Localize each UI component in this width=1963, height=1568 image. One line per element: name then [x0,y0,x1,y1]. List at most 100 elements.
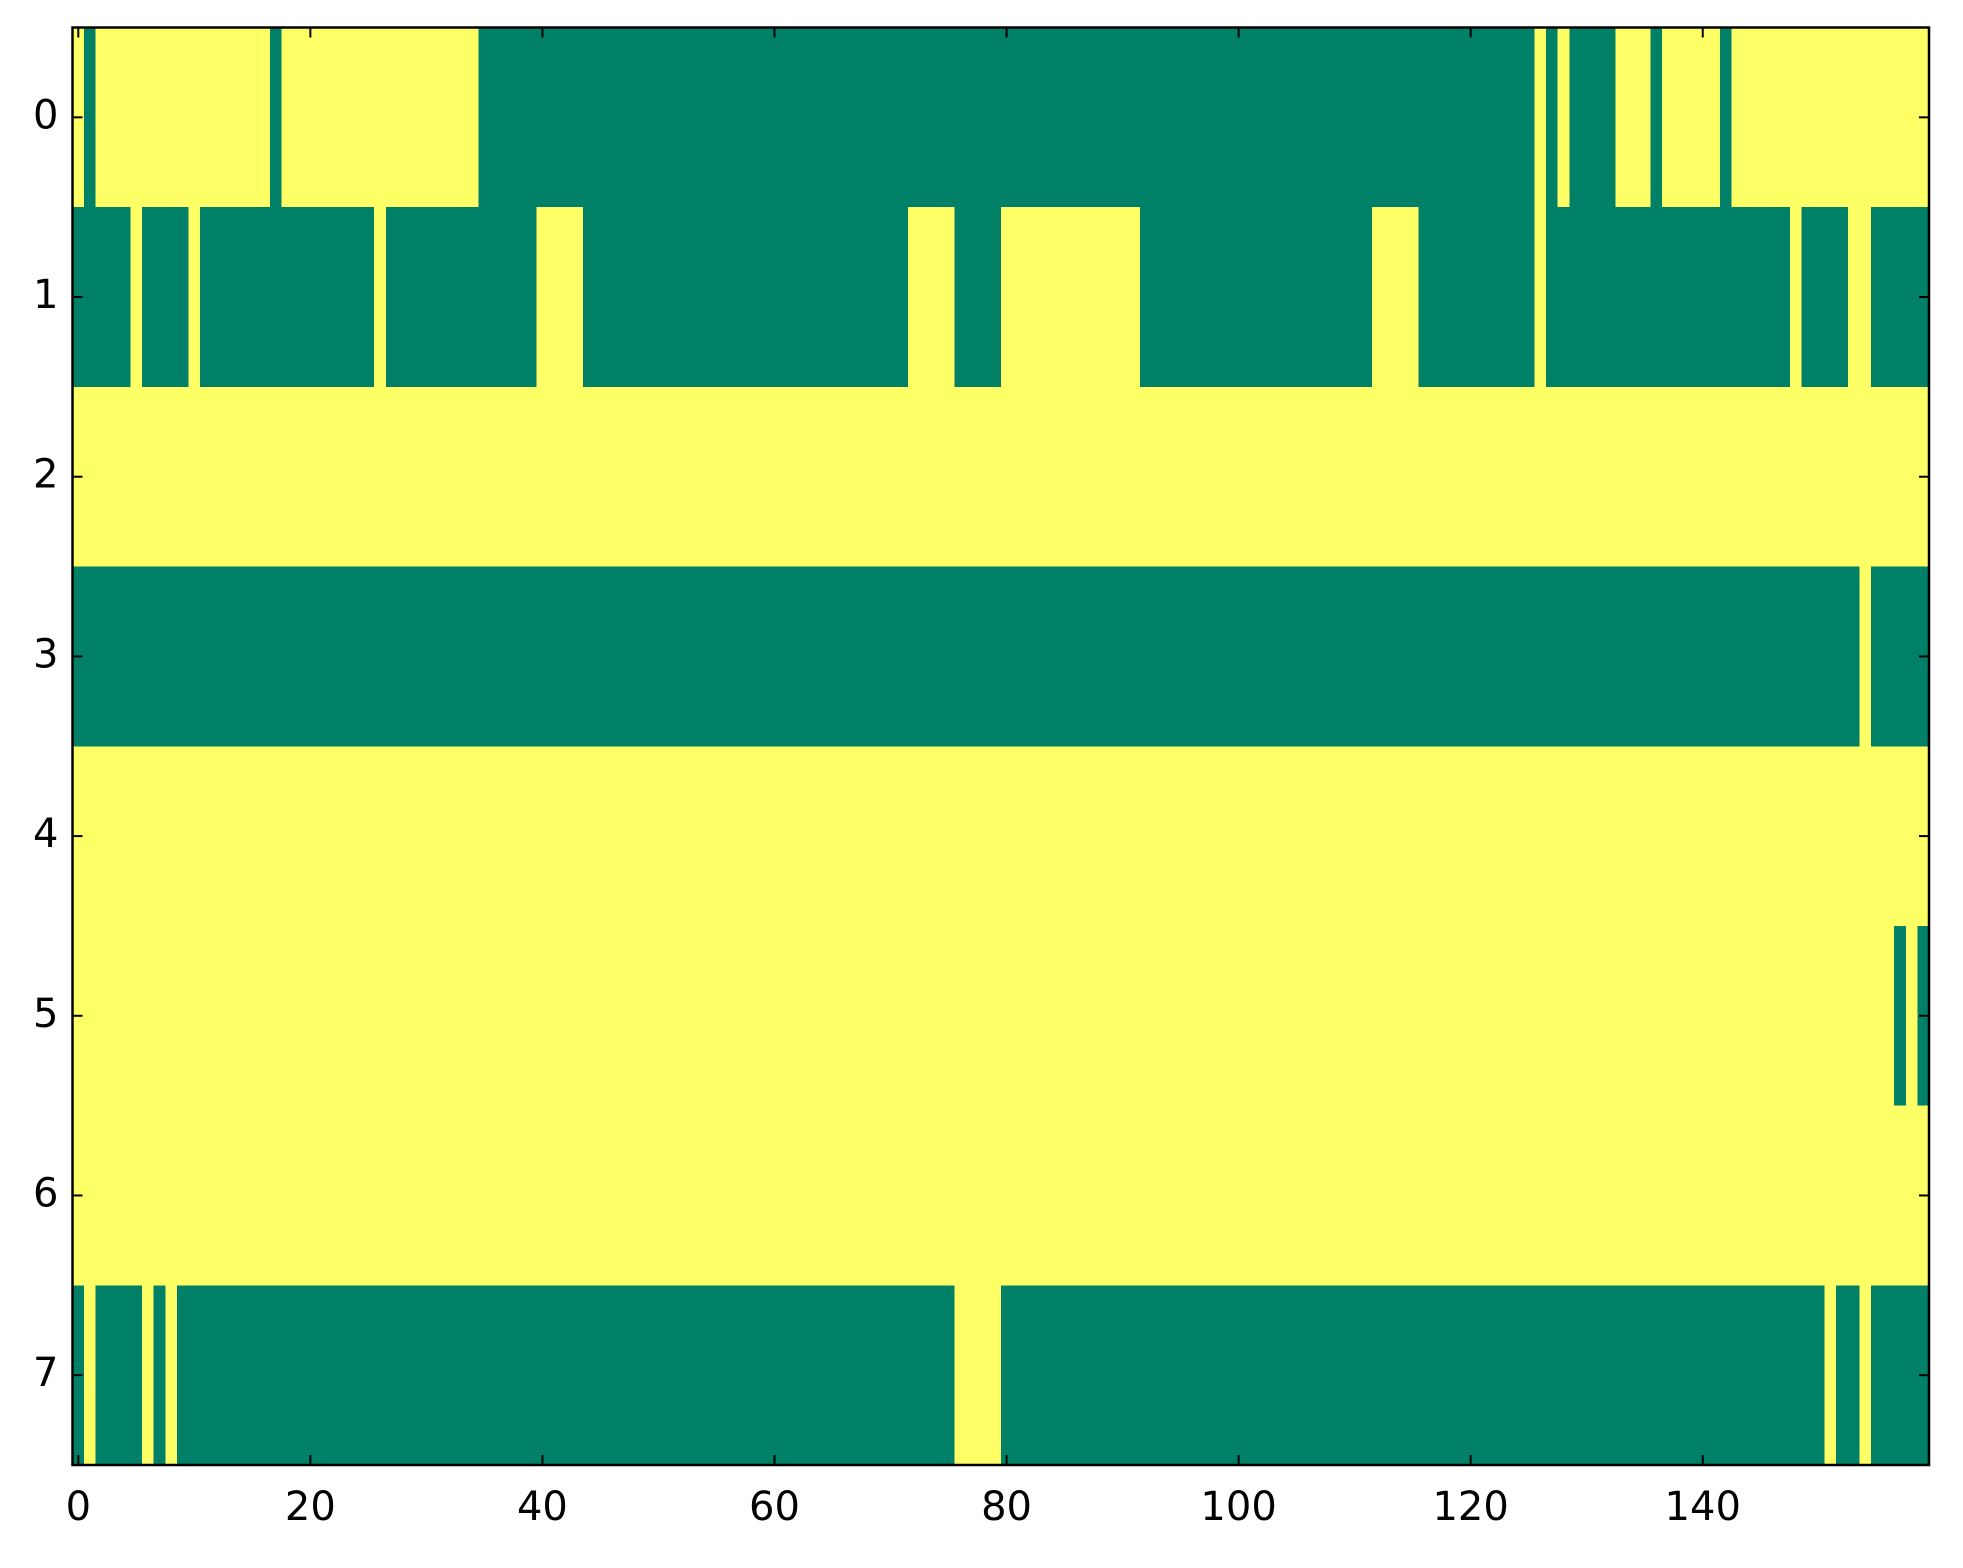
cell [525,566,538,747]
cell [1128,207,1141,388]
cell [362,207,375,388]
cell [455,925,468,1107]
cell [594,386,607,568]
cell [1662,386,1675,568]
cell [1430,386,1443,568]
cell [571,566,584,747]
cell [617,925,630,1107]
cell [571,1285,584,1466]
cell [594,566,607,747]
cell [652,1285,665,1466]
cell [1696,566,1710,747]
cell [884,207,897,388]
cell [1882,566,1895,747]
cell [1592,27,1605,208]
cell [374,386,387,568]
cell [1789,1105,1802,1286]
cell [1662,1285,1675,1466]
cell [1859,207,1872,388]
cell [304,925,317,1107]
cell [1070,207,1083,388]
cell [1372,925,1385,1107]
cell [849,925,863,1107]
cell [1789,27,1802,208]
cell [838,207,851,388]
cell [1580,566,1594,747]
cell [339,925,352,1107]
cell [815,386,828,568]
cell [1615,566,1628,747]
cell [1290,27,1303,208]
cell [907,566,921,747]
cell [467,746,480,927]
cell [211,1105,224,1286]
cell [1812,566,1826,747]
cell [1244,207,1257,388]
cell [1105,207,1118,388]
cell [1789,566,1802,747]
cell [1232,925,1245,1107]
cell [826,566,839,747]
cell [1128,746,1141,927]
cell [1627,27,1640,208]
cell [757,925,770,1107]
cell [200,1285,213,1466]
cell [1696,746,1710,927]
cell [919,925,932,1107]
cell [1221,746,1234,927]
cell [931,746,944,927]
cell [246,27,259,208]
x-tick-label: 120 [1432,1484,1508,1530]
cell [1696,1105,1710,1286]
cell [420,27,433,208]
cell [1441,386,1454,568]
cell [873,925,886,1107]
cell [1488,386,1501,568]
cell [1383,566,1396,747]
cell [1615,1105,1628,1286]
cell [1058,207,1071,388]
cell [1801,746,1814,927]
cell [1302,27,1315,208]
cell [1430,925,1443,1107]
cell [1882,207,1895,388]
cell [942,27,955,208]
cell [142,1285,155,1466]
cell [1128,925,1141,1107]
cell [1604,386,1617,568]
cell [710,207,723,388]
x-tick-label: 0 [66,1484,91,1530]
cell [1685,1285,1698,1466]
cell [1081,207,1095,388]
cell [1198,925,1211,1107]
cell [1348,1285,1361,1466]
cell [327,1285,340,1466]
cell [896,566,909,747]
cell [1569,207,1582,388]
cell [1812,386,1826,568]
cell [1058,27,1071,208]
cell [142,386,155,568]
cell [768,1105,781,1286]
cell [583,386,596,568]
cell [907,1285,921,1466]
cell [1174,207,1187,388]
cell [1012,1285,1025,1466]
cell [1580,1105,1594,1286]
cell [258,386,271,568]
cell [1731,746,1744,927]
cell [884,746,897,927]
cell [1267,27,1280,208]
cell [1163,566,1176,747]
cell [942,207,955,388]
y-tick-label: 0 [33,92,58,138]
cell [1847,566,1860,747]
cell [826,207,839,388]
cell [1638,386,1652,568]
cell [1023,746,1037,927]
cell [1870,746,1884,927]
cell [339,566,352,747]
cell [571,386,584,568]
cell [1372,1105,1385,1286]
cell [664,386,677,568]
